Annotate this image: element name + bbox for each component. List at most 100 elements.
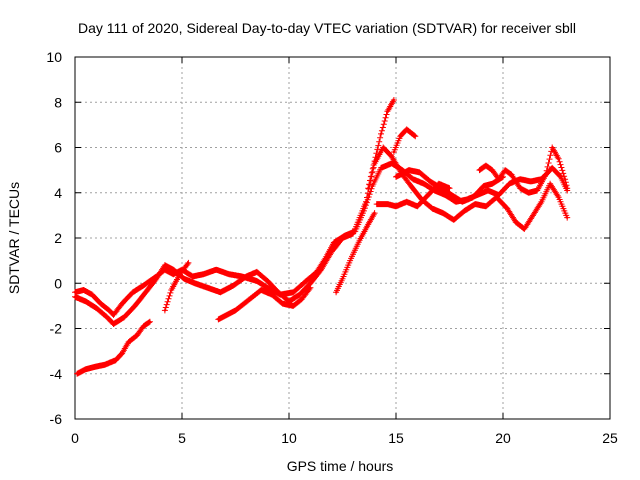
data-point [112, 322, 115, 326]
data-point [566, 187, 569, 190]
data-point [371, 184, 374, 188]
y-tick-label: -2 [50, 321, 63, 337]
data-point [341, 236, 344, 240]
data-point [484, 205, 488, 208]
y-tick-label: 4 [54, 185, 62, 201]
data-point [503, 168, 507, 172]
data-point [225, 313, 229, 317]
data-point [478, 168, 481, 172]
data-point [429, 180, 432, 183]
y-tick-label: 6 [54, 140, 62, 156]
data-point [187, 261, 190, 265]
data-point [142, 284, 145, 287]
data-point [191, 275, 194, 278]
data-point [551, 146, 554, 149]
data-point [379, 132, 383, 136]
data-point [491, 168, 494, 172]
data-point [131, 291, 134, 294]
data-point [73, 295, 77, 299]
data-point [182, 277, 186, 280]
data-point [277, 291, 280, 294]
series-track-6 [373, 180, 453, 210]
series-track-11 [393, 167, 506, 205]
data-point [381, 146, 385, 149]
data-point [84, 368, 87, 371]
data-point [304, 279, 308, 283]
data-point [193, 282, 197, 285]
data-point [544, 173, 547, 176]
data-point [529, 180, 533, 183]
data-point [523, 227, 526, 231]
data-point [309, 282, 312, 285]
data-point [206, 286, 209, 289]
series-track-7 [390, 126, 419, 155]
data-point [473, 202, 477, 206]
data-point [392, 98, 396, 102]
data-point [409, 184, 413, 188]
y-tick-label: -6 [50, 411, 63, 427]
data-point [142, 325, 145, 328]
x-axis-label: GPS time / hours [287, 458, 394, 474]
data-point [155, 277, 158, 280]
data-point [352, 232, 355, 235]
data-point [292, 291, 295, 294]
data-point [536, 189, 539, 192]
data-point [394, 175, 398, 179]
data-point [431, 207, 434, 210]
data-point [108, 309, 111, 312]
series-marker-path [333, 210, 378, 296]
x-tick-label: 15 [388, 430, 404, 446]
axis-ticks: 0 5 10 15 20 25 -6 -4 -2 0 2 4 6 8 10 [46, 49, 618, 446]
data-point [120, 302, 124, 305]
data-point [227, 273, 231, 276]
x-tick-label: 25 [602, 430, 618, 446]
data-points [72, 97, 571, 377]
data-point [93, 365, 96, 369]
data-point [386, 110, 389, 113]
series-track-4 [215, 284, 314, 323]
data-point [491, 182, 494, 185]
data-point [557, 196, 560, 199]
data-point [127, 340, 130, 344]
data-point [103, 363, 107, 366]
data-point [390, 155, 393, 158]
data-point [123, 315, 126, 319]
data-point [471, 196, 475, 199]
data-point [551, 166, 554, 170]
data-point [364, 200, 368, 203]
data-point [379, 166, 383, 170]
series-track-8 [333, 210, 378, 296]
data-point [450, 193, 453, 197]
data-point [375, 202, 378, 206]
data-point [510, 173, 513, 176]
data-point [508, 182, 511, 185]
data-point [281, 302, 284, 305]
data-point [399, 134, 402, 138]
data-point [426, 193, 430, 197]
data-point [163, 263, 167, 267]
data-point [232, 284, 235, 287]
data-point [566, 216, 569, 219]
data-point [448, 187, 451, 190]
x-tick-label: 5 [178, 430, 186, 446]
data-point [251, 295, 254, 299]
data-point [300, 297, 304, 301]
data-point [163, 309, 167, 312]
data-point [386, 202, 389, 206]
data-point [373, 159, 376, 163]
data-point [259, 288, 263, 292]
data-point [144, 291, 147, 294]
data-point [341, 277, 344, 280]
data-point [99, 302, 102, 305]
data-point [319, 268, 323, 271]
data-point [497, 193, 500, 197]
data-point [422, 182, 426, 185]
data-point [411, 177, 415, 181]
data-point [245, 275, 248, 278]
data-point [332, 241, 336, 244]
data-point [217, 318, 220, 321]
data-point [452, 218, 455, 222]
data-point [527, 191, 530, 194]
data-point [366, 223, 370, 226]
data-point [266, 286, 269, 289]
